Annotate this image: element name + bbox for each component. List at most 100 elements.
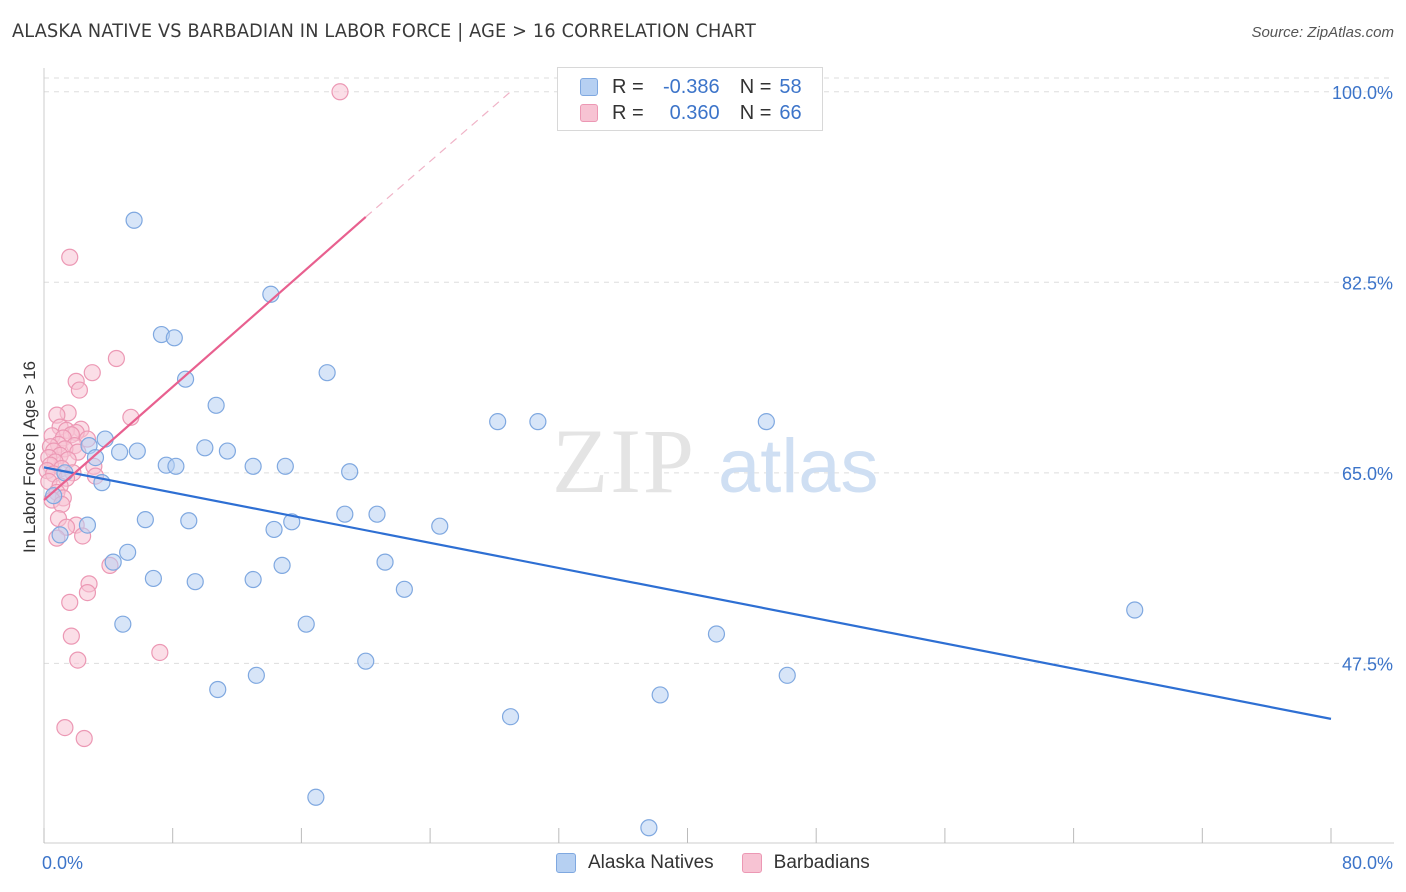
- bottom-legend: Alaska Natives Barbadians: [556, 852, 898, 874]
- alaska-natives-point: [529, 413, 547, 431]
- alaska-natives-point: [247, 666, 265, 684]
- alaska-natives-point: [186, 573, 204, 591]
- alaska-natives-point: [114, 615, 132, 633]
- alaska-natives-point: [307, 788, 325, 806]
- alaska-natives-point: [51, 526, 69, 544]
- legend-n-label: N =: [739, 75, 772, 98]
- x-tick-label-max: 80.0%: [1342, 853, 1393, 873]
- alaska-natives-point: [125, 211, 143, 229]
- trend-lines: [43, 91, 1332, 720]
- legend-swatch-alaska: [580, 78, 598, 96]
- alaska-natives-point: [778, 666, 796, 684]
- alaska-natives-point: [209, 680, 227, 699]
- legend-r-value-barbadians: 0.360: [669, 101, 720, 124]
- y-tick-label: 47.5%: [1342, 654, 1393, 674]
- barbadians-point: [83, 364, 101, 382]
- barbadians-trend-line: [43, 216, 367, 501]
- legend-r-label: R =: [612, 75, 644, 98]
- barbadians-points: [38, 83, 349, 748]
- alaska-natives-point: [218, 442, 236, 460]
- alaska-natives-point: [96, 430, 114, 448]
- alaska-natives-point: [244, 570, 262, 589]
- alaska-natives-point: [176, 370, 195, 388]
- alaska-natives-point: [357, 652, 375, 670]
- alaska-natives-point: [318, 364, 336, 382]
- alaska-natives-point: [45, 487, 63, 505]
- alaska-natives-point: [111, 443, 129, 461]
- alaska-natives-points: [45, 211, 1144, 837]
- alaska-natives-point: [165, 329, 183, 347]
- barbadians-trend-extension: [365, 91, 511, 218]
- barbadians-point: [331, 83, 349, 101]
- source-label: Source: ZipAtlas.com: [1251, 24, 1394, 41]
- alaska-natives-trend-line: [43, 466, 1332, 720]
- alaska-natives-point: [297, 615, 315, 633]
- alaska-natives-point: [341, 463, 359, 481]
- barbadians-point: [78, 583, 97, 602]
- alaska-natives-point: [283, 513, 301, 531]
- alaska-natives-point: [368, 505, 386, 523]
- alaska-natives-point: [180, 512, 198, 530]
- barbadians-point: [61, 593, 79, 611]
- alaska-natives-point: [144, 569, 162, 588]
- barbadians-point: [151, 643, 169, 662]
- barbadians-point: [69, 651, 87, 669]
- alaska-natives-point: [489, 413, 507, 431]
- alaska-natives-point: [78, 516, 97, 534]
- alaska-natives-point: [244, 457, 262, 475]
- barbadians-point: [75, 729, 93, 748]
- barbadians-point: [61, 248, 79, 266]
- alaska-natives-point: [86, 448, 105, 467]
- alaska-natives-point: [707, 625, 726, 643]
- alaska-natives-point: [104, 553, 122, 571]
- alaska-natives-point: [376, 553, 394, 571]
- y-tick-label: 100.0%: [1332, 83, 1393, 103]
- legend-row-alaska: R = -0.386 N = 58: [580, 75, 802, 99]
- alaska-natives-point: [1126, 601, 1144, 619]
- barbadians-point: [62, 627, 80, 645]
- legend-n-value-barbadians: 66: [779, 101, 802, 124]
- alaska-natives-point: [128, 442, 146, 460]
- alaska-natives-point: [651, 686, 669, 704]
- alaska-natives-point: [336, 505, 354, 523]
- alaska-natives-point: [273, 556, 291, 574]
- y-tick-label: 65.0%: [1342, 464, 1393, 484]
- legend-n-value-alaska: 58: [779, 75, 802, 98]
- alaska-natives-point: [136, 511, 154, 529]
- legend-row-barbadians: R = 0.360 N = 66: [580, 101, 802, 125]
- legend-r-label: R =: [612, 101, 644, 124]
- y-axis-label: In Labor Force | Age > 16: [20, 361, 39, 553]
- bottom-legend-swatch-alaska: [556, 853, 576, 873]
- alaska-natives-point: [265, 520, 283, 539]
- bottom-legend-label-barbadians: Barbadians: [773, 852, 870, 873]
- barbadians-point: [107, 349, 125, 368]
- alaska-natives-point: [276, 457, 294, 475]
- bottom-legend-label-alaska: Alaska Natives: [588, 852, 714, 873]
- bottom-legend-alaska[interactable]: Alaska Natives: [556, 852, 714, 874]
- legend-n-label: N =: [739, 101, 772, 124]
- y-tick-label: 82.5%: [1342, 273, 1393, 293]
- alaska-natives-point: [757, 413, 775, 431]
- x-tick-label-min: 0.0%: [42, 853, 83, 873]
- alaska-natives-point: [207, 396, 225, 414]
- watermark: ZIP atlas: [552, 410, 879, 512]
- alaska-natives-point: [196, 439, 214, 457]
- alaska-natives-point: [431, 517, 449, 535]
- barbadians-point: [56, 718, 74, 737]
- chart-title: ALASKA NATIVE VS BARBADIAN IN LABOR FORC…: [12, 20, 756, 42]
- alaska-natives-point: [119, 543, 137, 561]
- alaska-natives-point: [640, 819, 658, 837]
- bottom-legend-swatch-barbadians: [741, 853, 762, 873]
- watermark-zip: ZIP: [552, 410, 696, 512]
- barbadians-point: [70, 381, 88, 399]
- bottom-legend-barbadians[interactable]: Barbadians: [741, 852, 870, 874]
- legend-r-value-alaska: -0.386: [662, 75, 720, 98]
- tick-labels: 47.5% 65.0% 82.5% 100.0% 0.0% 80.0%: [42, 83, 1393, 873]
- legend-box: R = -0.386 N = 58 R = 0.360 N = 66: [557, 67, 823, 131]
- axes: [43, 68, 1394, 844]
- watermark-atlas: atlas: [718, 424, 879, 509]
- alaska-natives-point: [501, 708, 520, 726]
- legend-swatch-barbadians: [580, 104, 598, 122]
- alaska-natives-point: [395, 580, 413, 598]
